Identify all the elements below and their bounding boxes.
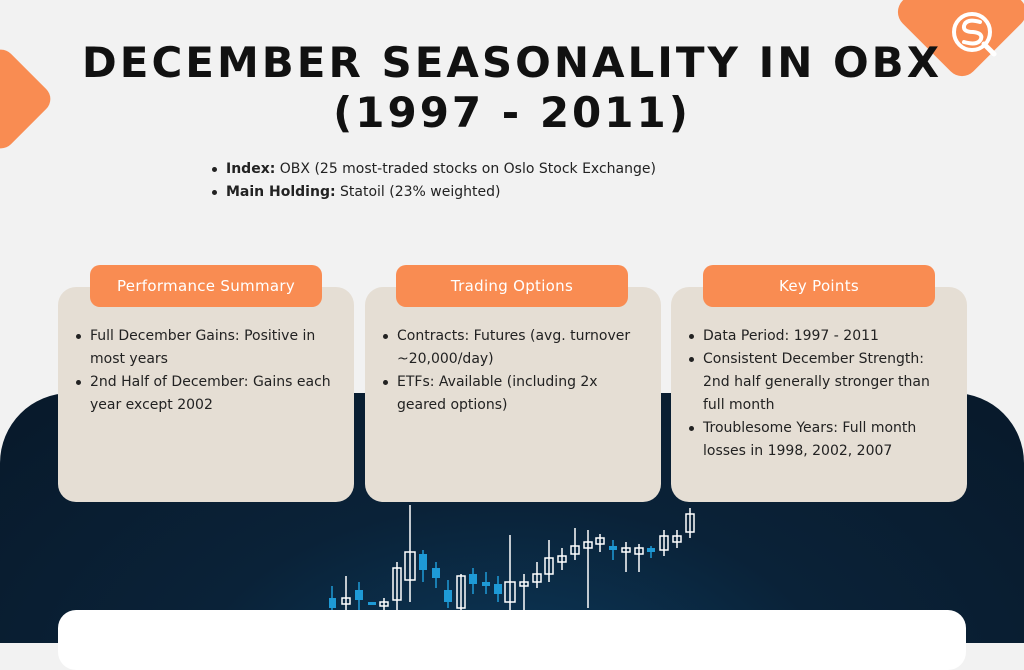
list-item: Data Period: 1997 - 2011 bbox=[687, 325, 955, 348]
fact-label: Index: bbox=[226, 161, 276, 177]
fact-main-holding: Main Holding: Statoil (23% weighted) bbox=[210, 181, 656, 204]
key-points-header: Key Points bbox=[703, 265, 935, 307]
fact-text: OBX (25 most-traded stocks on Oslo Stock… bbox=[275, 161, 656, 177]
page-title: DECEMBER SEASONALITY IN OBX (1997 - 2011… bbox=[0, 38, 1024, 138]
title-line-1: DECEMBER SEASONALITY IN OBX bbox=[81, 38, 943, 87]
bottom-content-panel bbox=[58, 610, 966, 670]
key-points-list: Data Period: 1997 - 2011 Consistent Dece… bbox=[687, 325, 955, 463]
trading-options-header: Trading Options bbox=[396, 265, 628, 307]
card-key-points: Data Period: 1997 - 2011 Consistent Dece… bbox=[671, 287, 967, 502]
candlestick-chart-icon bbox=[329, 505, 695, 615]
performance-summary-header: Performance Summary bbox=[90, 265, 322, 307]
title-line-2: (1997 - 2011) bbox=[333, 88, 691, 137]
fact-text: Statoil (23% weighted) bbox=[335, 184, 501, 200]
list-item: Consistent December Strength: 2nd half g… bbox=[687, 348, 955, 417]
fact-index: Index: OBX (25 most-traded stocks on Osl… bbox=[210, 158, 656, 181]
list-item: 2nd Half of December: Gains each year ex… bbox=[74, 371, 342, 417]
trading-options-list: Contracts: Futures (avg. turnover ~20,00… bbox=[381, 325, 649, 417]
index-facts-list: Index: OBX (25 most-traded stocks on Osl… bbox=[210, 158, 656, 204]
card-performance-summary: Full December Gains: Positive in most ye… bbox=[58, 287, 354, 502]
list-item: Troublesome Years: Full month losses in … bbox=[687, 417, 955, 463]
performance-summary-list: Full December Gains: Positive in most ye… bbox=[74, 325, 342, 417]
list-item: Contracts: Futures (avg. turnover ~20,00… bbox=[381, 325, 649, 371]
list-item: ETFs: Available (including 2x geared opt… bbox=[381, 371, 649, 417]
fact-label: Main Holding: bbox=[226, 184, 336, 200]
card-trading-options: Contracts: Futures (avg. turnover ~20,00… bbox=[365, 287, 661, 502]
list-item: Full December Gains: Positive in most ye… bbox=[74, 325, 342, 371]
sq-magnifier-logo-icon[interactable] bbox=[946, 6, 1002, 62]
